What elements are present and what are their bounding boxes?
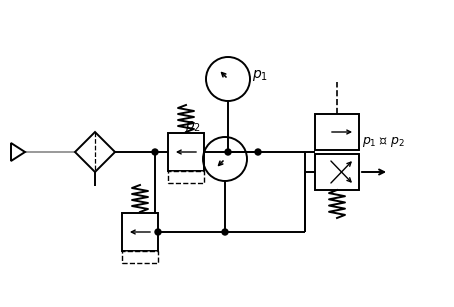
Text: $p_2$: $p_2$ bbox=[185, 119, 201, 134]
Bar bbox=[315, 114, 359, 150]
Bar bbox=[315, 154, 359, 190]
Circle shape bbox=[155, 229, 161, 235]
Circle shape bbox=[255, 149, 261, 155]
Bar bbox=[168, 133, 204, 171]
Text: $p_1$ 或 $p_2$: $p_1$ 或 $p_2$ bbox=[362, 135, 405, 149]
Circle shape bbox=[152, 149, 158, 155]
Bar bbox=[122, 251, 158, 263]
Bar bbox=[168, 171, 204, 183]
Circle shape bbox=[225, 149, 231, 155]
Text: $p_1$: $p_1$ bbox=[252, 68, 268, 83]
Bar bbox=[122, 213, 158, 251]
Circle shape bbox=[222, 229, 228, 235]
